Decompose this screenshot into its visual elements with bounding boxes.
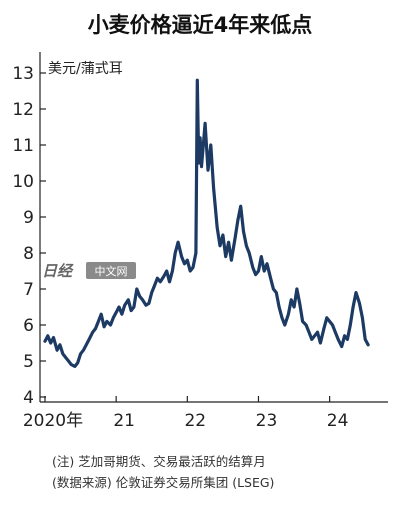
y-tick-label: 9: [23, 208, 34, 228]
wheat-price-line: [43, 78, 370, 368]
y-tick-label: 12: [12, 100, 34, 120]
watermark-logo: 日经: [42, 262, 74, 280]
x-tick-label: 22: [184, 411, 206, 431]
y-tick-label: 5: [23, 352, 34, 372]
x-tick-label: 2020年: [23, 411, 83, 431]
watermark-badge: [86, 262, 136, 279]
footnote-source: (数据来源) 伦敦证券交易所集团 (LSEG): [52, 475, 275, 490]
y-axis-ticks: 4 5 6 7 8 9 10 11 12 13: [12, 64, 46, 408]
y-tick-label: 11: [12, 136, 34, 156]
watermark-badge-text: 中文网: [95, 264, 128, 278]
x-tick-label: 24: [327, 411, 349, 431]
chart-title: 小麦价格逼近4年来低点: [88, 13, 313, 37]
y-tick-label: 13: [12, 64, 34, 84]
x-tick-label: 23: [256, 411, 278, 431]
x-axis-ticks: 2020年 21 22 23 24: [23, 396, 349, 431]
footnote-note: (注) 芝加哥期货、交易最活跃的结算月: [52, 454, 266, 469]
y-tick-label: 6: [23, 316, 34, 336]
y-tick-label: 4: [23, 388, 34, 408]
y-tick-label: 7: [23, 280, 34, 300]
watermark: 日经 中文网: [42, 262, 136, 280]
y-tick-label: 8: [23, 244, 34, 264]
y-tick-label: 10: [12, 172, 34, 192]
x-tick-label: 21: [113, 411, 135, 431]
y-axis-unit-label: 美元/蒲式耳: [48, 61, 123, 77]
